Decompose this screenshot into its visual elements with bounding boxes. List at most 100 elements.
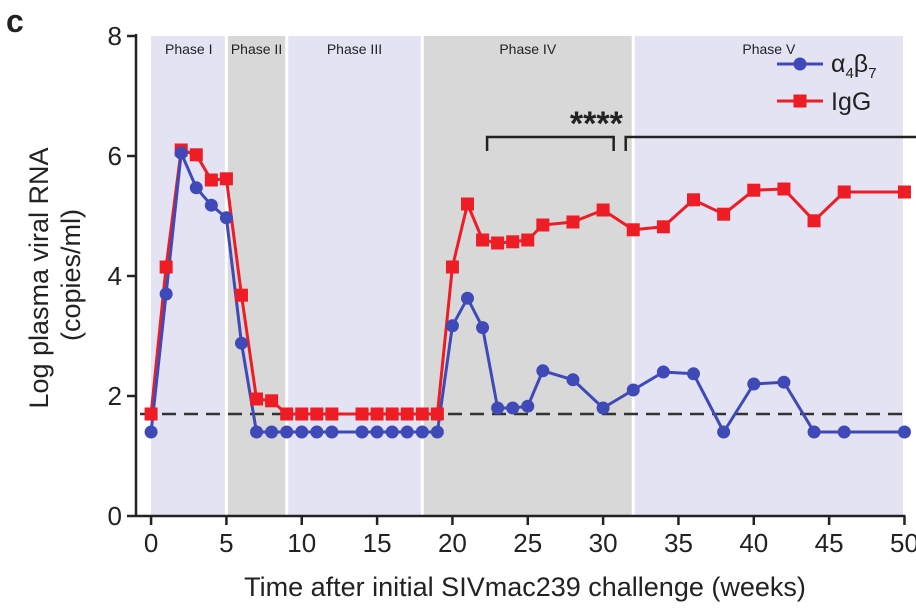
data-point-igg: [656, 220, 670, 234]
data-point-alpha4beta7: [506, 401, 520, 415]
data-point-alpha4beta7: [265, 425, 279, 439]
data-point-igg: [747, 183, 761, 197]
data-point-alpha4beta7: [491, 401, 505, 415]
data-point-alpha4beta7: [897, 425, 911, 439]
data-point-igg: [687, 193, 701, 207]
data-point-alpha4beta7: [159, 287, 173, 301]
data-point-alpha4beta7: [445, 319, 459, 333]
legend-alpha: α: [831, 50, 845, 78]
data-point-igg: [626, 223, 640, 237]
data-point-igg: [189, 148, 203, 162]
significance-bracket: [485, 135, 916, 151]
y-axis-ticks: 0 2 4 6 8: [108, 21, 136, 531]
x-tick-label: 35: [664, 528, 693, 558]
data-point-igg: [265, 394, 279, 408]
x-tick-label: 40: [739, 528, 768, 558]
data-point-igg: [325, 407, 339, 421]
y-tick-label: 8: [108, 21, 122, 51]
data-point-alpha4beta7: [355, 425, 369, 439]
data-point-alpha4beta7: [460, 291, 474, 305]
data-point-alpha4beta7: [219, 211, 233, 225]
y-tick-label: 4: [108, 261, 122, 291]
data-point-alpha4beta7: [687, 367, 701, 381]
data-point-alpha4beta7: [144, 425, 158, 439]
data-point-alpha4beta7: [566, 373, 580, 387]
data-point-igg: [445, 260, 459, 274]
y-tick-label: 6: [108, 141, 122, 171]
data-point-alpha4beta7: [521, 399, 535, 413]
data-point-igg: [717, 207, 731, 221]
phase-label-3: Phase III: [327, 41, 382, 57]
data-point-igg: [159, 260, 173, 274]
significance-label: ****: [570, 105, 624, 143]
data-point-alpha4beta7: [807, 425, 821, 439]
data-point-igg: [807, 214, 821, 228]
data-point-igg: [355, 407, 369, 421]
data-point-igg: [370, 407, 384, 421]
data-point-igg: [295, 407, 309, 421]
data-point-alpha4beta7: [370, 425, 384, 439]
data-point-alpha4beta7: [415, 425, 429, 439]
data-point-igg: [219, 172, 233, 186]
data-point-alpha4beta7: [430, 425, 444, 439]
data-point-igg: [385, 407, 399, 421]
data-point-igg: [566, 215, 580, 229]
data-point-igg: [476, 233, 490, 247]
x-tick-label: 30: [589, 528, 618, 558]
data-point-igg: [204, 173, 218, 187]
phase-labels: Phase I Phase II Phase III Phase IV Phase V: [165, 41, 796, 57]
phase-label-1: Phase I: [165, 41, 212, 57]
series-markers: [144, 143, 911, 439]
data-point-igg: [596, 203, 610, 217]
data-point-alpha4beta7: [777, 375, 791, 389]
data-point-igg: [144, 407, 158, 421]
data-point-alpha4beta7: [204, 198, 218, 212]
data-point-alpha4beta7: [280, 425, 294, 439]
data-point-alpha4beta7: [476, 321, 490, 335]
data-point-alpha4beta7: [174, 146, 188, 160]
data-point-alpha4beta7: [325, 425, 339, 439]
panel-letter: c: [6, 3, 24, 39]
data-point-igg: [310, 407, 324, 421]
data-point-igg: [506, 235, 520, 249]
data-point-alpha4beta7: [656, 365, 670, 379]
data-point-igg: [536, 218, 550, 232]
data-point-igg: [460, 197, 474, 211]
y-axis-title-line1: Log plasma viral RNA: [24, 147, 54, 408]
phase-label-5: Phase V: [742, 41, 796, 57]
data-point-igg: [837, 185, 851, 199]
x-tick-label: 45: [815, 528, 844, 558]
x-tick-label: 5: [219, 528, 233, 558]
data-point-igg: [250, 392, 264, 406]
x-axis-title: Time after initial SIVmac239 challenge (…: [244, 572, 806, 602]
data-point-alpha4beta7: [250, 425, 264, 439]
data-point-igg: [234, 288, 248, 302]
phase-label-2: Phase II: [231, 41, 282, 57]
data-point-alpha4beta7: [385, 425, 399, 439]
data-point-igg: [430, 407, 444, 421]
legend-marker-igg: [793, 94, 807, 108]
x-tick-label: 0: [144, 528, 158, 558]
legend-label-alpha4beta7: α4β7: [831, 50, 877, 82]
data-point-igg: [280, 407, 294, 421]
data-point-alpha4beta7: [596, 401, 610, 415]
legend-sub-4: 4: [845, 65, 853, 82]
legend-label-igg: IgG: [831, 88, 871, 116]
data-point-alpha4beta7: [189, 181, 203, 195]
x-tick-label: 10: [287, 528, 316, 558]
legend: α4β7 IgG: [777, 50, 877, 116]
y-axis-title: Log plasma viral RNA (copies/ml): [24, 141, 86, 408]
x-tick-label: 20: [438, 528, 467, 558]
x-tick-label: 25: [513, 528, 542, 558]
data-point-igg: [400, 407, 414, 421]
data-point-igg: [491, 236, 505, 250]
data-point-alpha4beta7: [295, 425, 309, 439]
y-tick-label: 2: [108, 381, 122, 411]
phase-band-1: [151, 36, 225, 516]
phase-bands: [151, 36, 903, 516]
legend-marker-alpha4beta7: [793, 57, 807, 71]
y-tick-label: 0: [108, 501, 122, 531]
x-tick-label: 15: [363, 528, 392, 558]
legend-sub-7: 7: [868, 65, 876, 82]
